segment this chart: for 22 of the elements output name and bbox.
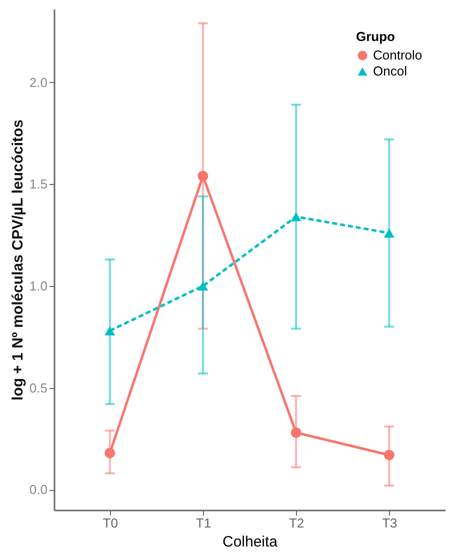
x-tick-label: T1 [196,516,212,530]
point [198,170,208,182]
x-axis-title: Colheita [222,534,278,550]
y-tick-label: 0.5 [29,380,48,396]
y-tick-label: 1.0 [29,278,48,294]
point [384,228,394,238]
point [104,326,116,336]
point [290,427,302,438]
y-axis-title: log + 1 Nº moléculas CPV/µL leucócitos [9,119,26,401]
point [198,281,208,291]
x-tick-label: T3 [382,516,398,530]
x-tick-label: T2 [288,516,304,530]
legend-title: Grupo [356,29,396,44]
legend-label: Oncol [373,64,408,78]
point [104,448,116,458]
y-tick-label: 0.0 [29,482,48,498]
y-tick-label: 1.5 [29,176,48,192]
x-tick-label: T0 [102,516,118,530]
point [384,450,394,460]
y-tick-label: 2.0 [29,74,48,90]
point [290,212,302,222]
legend-label: Controlo [373,48,422,62]
